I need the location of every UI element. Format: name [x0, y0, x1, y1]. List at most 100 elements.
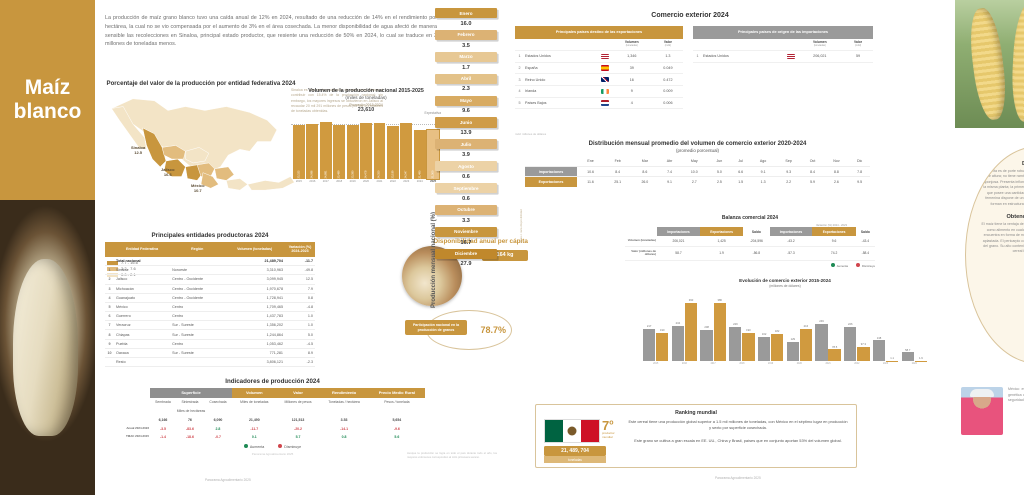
- indicators-subheader-row: Sembrada Siniestrada Cosechada Miles de …: [120, 398, 425, 407]
- table-row: 3 Reino Unido 16 0.472: [515, 73, 683, 87]
- dist-month-header: Nov: [833, 159, 840, 164]
- indicator-value: 0.8: [341, 435, 347, 440]
- evolution-group: 234 390: [671, 293, 698, 362]
- volume-expect-label: Expectativa: [424, 111, 441, 116]
- month-item: Noviembre 16.7: [435, 226, 497, 248]
- entity-volume: 3,099,945: [224, 274, 285, 285]
- dist-month-header: May: [690, 159, 698, 164]
- balance-value: 58.7: [657, 246, 700, 261]
- indicators-values-row: 6,166 76 6,090 21,490 121,513 3.53 5,654: [120, 416, 425, 425]
- species-caption: Zea mays L.: [955, 130, 1024, 135]
- evolution-bar-label: 390: [688, 298, 694, 302]
- entities-title: Principales entidades productoras 2024: [151, 232, 269, 239]
- table-row: Valor (millones de dólares) 58.7 1.9 -56.8-…: [625, 246, 875, 261]
- unit-superficie: Miles de hectáreas: [176, 408, 206, 413]
- evolution-bar-label: 1.1: [890, 357, 894, 361]
- bal-h-saldo: Saldo: [751, 229, 761, 234]
- ranking-text1: Este cereal tiene una producción global …: [628, 419, 848, 431]
- evolution-bar: 129: [786, 338, 799, 362]
- indicators-legend: Aumenta Disminuye: [120, 444, 425, 449]
- entity-rank: 1: [105, 265, 114, 276]
- evolution-group: 208 386: [700, 293, 726, 362]
- evolution-bars: 217 190 234 390 208 386 229 190 162 182 129 216 249 7…: [640, 293, 930, 362]
- country-volume: 1,346: [610, 50, 653, 63]
- table-row: 4 Irlanda 9 0.009: [515, 85, 683, 98]
- entity-name: Jalisco: [114, 274, 171, 285]
- dist-value: 9.1: [658, 176, 681, 188]
- entities-col-variation: Variación (%) 2024-2023: [285, 242, 315, 257]
- volume-x-tick: 2016: [309, 180, 316, 184]
- evolution-group: 138 1.1: [872, 293, 899, 362]
- table-row: 2 Jalisco Centro - Occidente 3,099,945 12.5: [105, 274, 315, 285]
- balance-legend: Aumenta Disminuye: [625, 262, 875, 268]
- ranking-tons: 21, 489, 704: [544, 446, 606, 456]
- dist-month-header: Sep: [785, 159, 792, 164]
- mexico-map-svg: [111, 98, 295, 191]
- balance-value: -204,596: [743, 236, 770, 247]
- entity-name: Puebla: [114, 339, 171, 349]
- month-item: Abril 2.3: [435, 73, 497, 95]
- balance-table: Importaciones Exportaciones Saldo Import…: [625, 227, 875, 261]
- indicators-source: Panorama Agroalimentario 2025: [251, 452, 294, 457]
- group-rendimiento: Rendimiento: [319, 388, 369, 398]
- entity-volume: 21,489,704: [224, 256, 285, 267]
- evolution-bar: 162: [757, 333, 771, 362]
- entity-region: Sur - Sureste: [170, 329, 225, 340]
- volume-bar-label: 24,350: [377, 170, 381, 179]
- volume-x-tick: 2020: [363, 180, 370, 184]
- evolution-group: 229 190: [729, 293, 755, 362]
- indicator-value: 2.8: [215, 426, 221, 431]
- mexico-map: Sinaloa 12.5 Jalisco 16.6 México 10.7: [103, 91, 299, 196]
- table-row: 10 Oaxaca Sur - Sureste 771,281 8.9: [105, 348, 315, 359]
- entity-rank: 4: [105, 293, 114, 303]
- country-value: 0.006: [652, 97, 683, 110]
- volume-x-tick: 2022: [389, 180, 396, 184]
- dist-value: 5.0: [707, 165, 731, 177]
- volume-x-tick: 2021: [376, 180, 383, 184]
- dist-value: 25.1: [604, 176, 632, 188]
- table-row: 5 México Centro 1,709,465 -4.8: [105, 302, 315, 313]
- dist-value: 9.3: [775, 165, 802, 177]
- volume-bar-label: 24,086: [310, 170, 314, 179]
- evolution-bar: 58.7: [901, 349, 914, 362]
- entity-region: [170, 357, 225, 368]
- dist-value: 8.4: [604, 165, 632, 177]
- volume-bar-label: 24,478: [364, 170, 368, 179]
- volume-bar: 24,347: [400, 122, 413, 180]
- entity-volume: 1,970,678: [224, 284, 285, 294]
- description-oval: Descripción La planta es de porte robust…: [965, 146, 1024, 364]
- ranking-position-sub: productor mundial: [602, 431, 615, 439]
- month-value: 27.9: [460, 261, 472, 268]
- indicator-row-label: Anual 2024-2023: [126, 425, 149, 430]
- volume-bar: 21,490: [413, 129, 426, 180]
- indicator-value: 6,090: [213, 417, 223, 422]
- entity-rank: 10: [105, 348, 114, 359]
- balance-row-label: Volumen (toneladas): [625, 236, 657, 247]
- balance-variation: 9.6: [812, 236, 856, 247]
- evolution-bar: 78.5: [828, 346, 841, 362]
- map-title: Porcentaje del valor de la producción po…: [106, 80, 296, 87]
- dist-row-label: Importaciones: [525, 165, 577, 177]
- dist-month-header: Abr: [666, 159, 673, 164]
- entity-name: Total nacional: [114, 256, 171, 267]
- entity-rank: 8: [105, 329, 114, 340]
- dist-value: 8.6: [631, 165, 659, 177]
- table-row: Exportaciones 11.6 25.1 26.0 9.1 2.7 2.5 1.5 1.3…: [525, 176, 870, 188]
- dist-value: 7.8: [849, 165, 870, 177]
- imports-col-value: Valor (mdd): [843, 39, 873, 51]
- table-row: 4 Guanajuato Centro - Occidente 1,728,941 0.…: [105, 293, 315, 303]
- indicator-value: -1.4: [159, 435, 166, 440]
- entity-name: Chiapas: [114, 329, 171, 340]
- volume-bars: Expectativa 23,325 24,086 24,881 23,489 23,3…: [291, 111, 441, 181]
- evolution-bar: 234: [671, 322, 685, 362]
- month-item: Julio 3.9: [435, 139, 497, 160]
- sub-cosechada: Cosechada: [209, 399, 227, 404]
- month-name: Septiembre: [435, 183, 497, 194]
- dist-value: 1.5: [730, 176, 751, 188]
- unit-volumen: Miles de toneladas: [240, 399, 269, 404]
- up-dot-icon: [243, 444, 248, 449]
- evolution-title: Evolución de comercio exterior 2015-2024: [739, 278, 831, 283]
- evolution-group: 226 97.3: [844, 293, 870, 362]
- dist-value: 7.4: [658, 165, 681, 177]
- evolution-bar-label: 97.3: [860, 342, 866, 346]
